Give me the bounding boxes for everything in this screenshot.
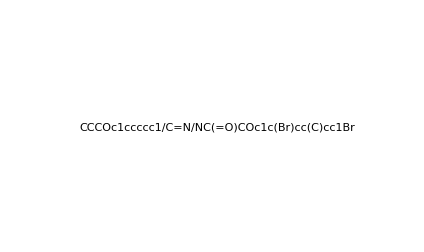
Text: CCCOc1ccccc1/C=N/NC(=O)COc1c(Br)cc(C)cc1Br: CCCOc1ccccc1/C=N/NC(=O)COc1c(Br)cc(C)cc1… [79,122,355,132]
